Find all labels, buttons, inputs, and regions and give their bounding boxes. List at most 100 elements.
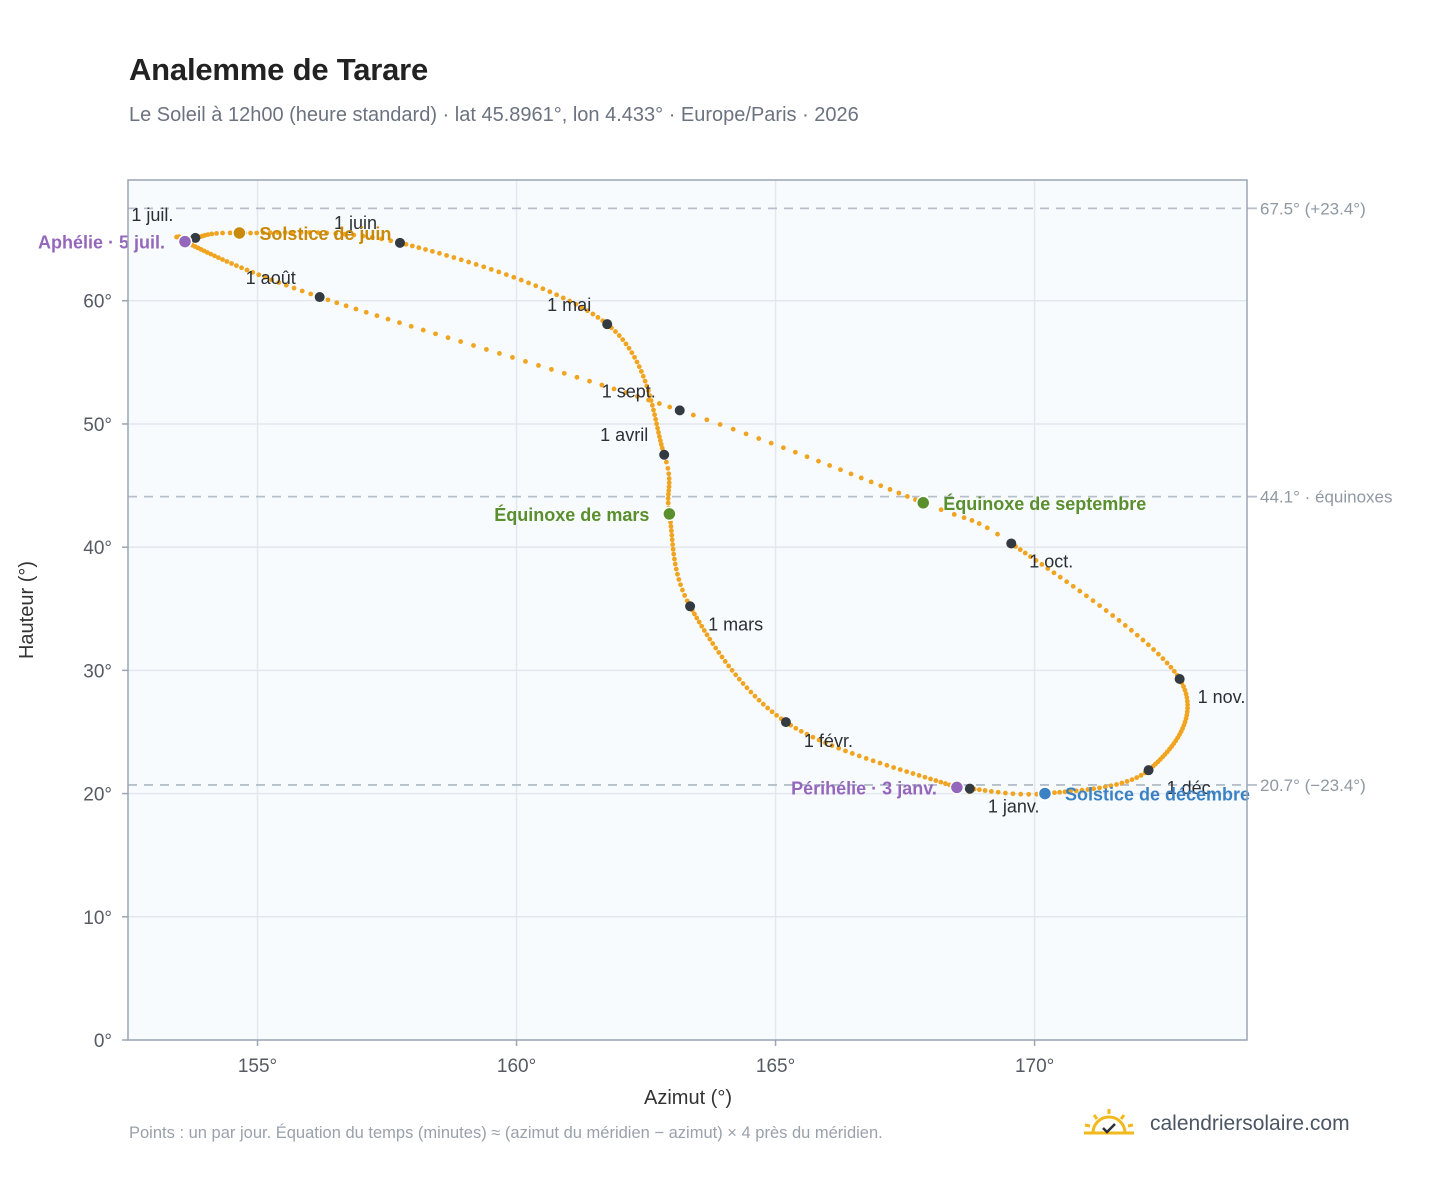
daily-point [694, 615, 700, 621]
daily-point [536, 362, 541, 368]
daily-point [561, 370, 567, 376]
daily-point [816, 737, 822, 743]
daily-point [938, 779, 944, 785]
daily-point [878, 483, 884, 489]
daily-point [224, 259, 230, 264]
daily-point [1002, 790, 1008, 796]
daily-point [626, 345, 632, 351]
daily-point [792, 449, 798, 455]
month-label: 1 nov. [1198, 687, 1246, 707]
daily-point [590, 311, 596, 317]
daily-point [669, 532, 675, 538]
daily-point [283, 282, 289, 288]
daily-point [951, 511, 957, 517]
daily-point [585, 308, 590, 314]
daily-point [1083, 593, 1089, 599]
daily-point [611, 386, 617, 392]
daily-point [466, 259, 472, 265]
daily-point [227, 230, 233, 236]
month-markers: 1 janv. 1 févr. 1 mars 1 avril 1 mai 1 juin 1 … [131, 205, 1245, 817]
sun-logo-icon [1084, 1109, 1134, 1135]
y-tick-label: 50° [83, 415, 112, 436]
daily-point [262, 274, 268, 280]
daily-point [877, 760, 883, 766]
daily-point [849, 751, 855, 756]
daily-point [816, 458, 821, 464]
y-tick-label: 0° [94, 1031, 112, 1052]
daily-point [1026, 791, 1032, 797]
daily-point [573, 301, 579, 307]
daily-point [651, 407, 656, 413]
daily-point [730, 426, 736, 432]
daily-point [229, 261, 234, 266]
daily-point [938, 507, 944, 513]
daily-point [1181, 684, 1186, 689]
y-tick-label: 30° [83, 661, 112, 682]
daily-point [360, 233, 366, 239]
month-label: 1 mars [708, 614, 763, 634]
daily-point [220, 230, 225, 236]
daily-point [1102, 784, 1108, 790]
daily-point [1122, 623, 1128, 628]
daily-point [1103, 608, 1109, 613]
daily-point [896, 490, 902, 496]
daily-point [1184, 695, 1190, 700]
footnote: Points : un par jour. Équation du temps … [129, 1124, 883, 1142]
month-marker [1006, 538, 1017, 549]
daily-point [658, 441, 664, 447]
daily-point [560, 295, 566, 301]
month-label: 1 juil. [131, 205, 173, 225]
daily-point [620, 337, 626, 343]
daily-point [276, 280, 282, 285]
daily-point [510, 354, 515, 360]
daily-point [433, 331, 438, 337]
x-tick-label: 165° [756, 1056, 795, 1077]
daily-point [671, 551, 677, 557]
daily-point [420, 327, 426, 333]
daily-point [334, 300, 340, 306]
daily-point [1151, 647, 1156, 652]
daily-point [961, 515, 967, 521]
daily-point [260, 230, 266, 236]
daily-point [665, 465, 671, 471]
daily-point [1168, 664, 1174, 670]
daily-point [670, 542, 676, 547]
daily-point [1182, 687, 1188, 693]
daily-point [1028, 554, 1033, 560]
daily-point [574, 374, 580, 380]
daily-point [663, 459, 669, 465]
daily-point [1138, 772, 1144, 778]
daily-point [1124, 779, 1130, 784]
y-tick-label: 20° [83, 785, 112, 806]
daily-point [836, 745, 842, 751]
daily-point [1073, 788, 1079, 794]
month-label: 1 juin [334, 213, 377, 233]
daily-point [704, 417, 710, 423]
axis-ticks: 155° 160° 165° 170° 0° 10° 20° 30° 40° 50° 60° [83, 292, 1054, 1077]
daily-point [214, 231, 219, 236]
x-tick-label: 170° [1015, 1056, 1054, 1077]
daily-point [503, 272, 509, 278]
daily-point [369, 234, 375, 240]
daily-point [969, 518, 975, 523]
daily-point [445, 335, 451, 341]
daily-point [701, 628, 707, 633]
brand[interactable]: calendriersolaire.com [1082, 1104, 1350, 1144]
month-marker [659, 449, 670, 460]
daily-point [675, 571, 680, 577]
daily-point [1183, 691, 1189, 697]
daily-point [1145, 642, 1151, 648]
daily-point [653, 416, 659, 422]
daily-point [275, 230, 280, 235]
daily-point [437, 250, 442, 256]
daily-point [665, 496, 671, 501]
event-label: Équinoxe de septembre [943, 493, 1146, 514]
daily-point [533, 283, 539, 289]
chart-title: Analemme de Tarare [129, 52, 429, 87]
daily-point [943, 781, 948, 786]
event-marker [232, 225, 247, 241]
daily-point [756, 436, 762, 441]
daily-point [1018, 791, 1024, 797]
daily-point [636, 364, 642, 370]
daily-point [616, 333, 622, 338]
